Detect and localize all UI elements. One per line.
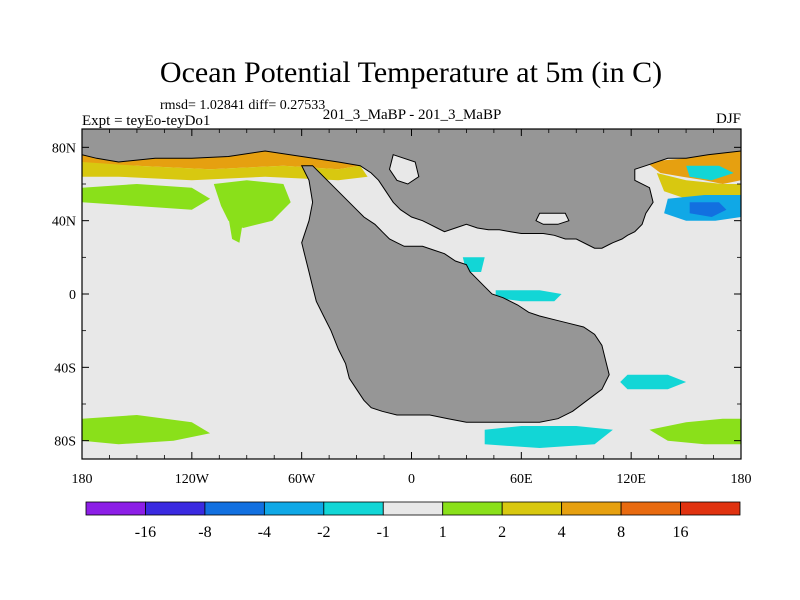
colorbar-label: -8 [198, 524, 211, 541]
y-tick-label: 80S [54, 435, 76, 450]
colorbar-swatch [382, 501, 444, 516]
x-tick-label: 60W [288, 472, 316, 487]
colorbar-swatch [620, 501, 681, 516]
colorbar-label: -4 [258, 524, 271, 541]
southern-continent [300, 165, 610, 423]
colorbar-swatch [204, 501, 265, 516]
southern-green-west [82, 415, 211, 445]
northern-inlet [388, 154, 420, 185]
map-panel: 180 120W 60W 0 60E 120E 180 80N 40N 0 40S 80S [52, 128, 752, 487]
colorbar: -16 -8 -4 -2 -1 1 2 4 8 16 [85, 501, 741, 541]
colorbar-swatch [323, 501, 384, 516]
anomaly-layer [82, 151, 741, 448]
coastal-green-strip [224, 191, 244, 243]
colorbar-label: 8 [617, 524, 625, 541]
y-tick-label: 0 [69, 288, 76, 303]
y-tick-label: 80N [52, 141, 76, 156]
southern-cold-patch [620, 374, 687, 390]
stats-line: rmsd= 1.02841 diff= 0.27533 [160, 98, 325, 113]
colorbar-label: -2 [317, 524, 330, 541]
colorbar-label: -1 [377, 524, 390, 541]
x-tick-label: 60E [510, 472, 533, 487]
x-tick-label: 180 [72, 472, 93, 487]
y-tick-label: 40N [52, 215, 76, 230]
colorbar-swatch [501, 501, 563, 516]
far-south-cold-band [484, 426, 613, 448]
northern-continent [82, 129, 741, 249]
experiment-label: Expt = teyEo-teyDo1 [82, 113, 210, 129]
north-atlantic-green-west [82, 184, 211, 210]
x-tick-label: 120W [175, 472, 210, 487]
y-tick-label: 40S [54, 361, 76, 376]
x-tick-label: 0 [408, 472, 415, 487]
season-label: DJF [716, 111, 741, 127]
colorbar-swatch [680, 501, 741, 516]
colorbar-swatch [145, 501, 206, 516]
y-axis: 80N 40N 0 40S 80S [52, 141, 741, 450]
arctic-yellow-band-west [82, 162, 368, 181]
x-tick-label: 120E [616, 472, 646, 487]
colorbar-label: 1 [439, 524, 447, 541]
east-arctic-cold-spot [686, 165, 734, 181]
colorbar-label: 4 [558, 524, 566, 541]
colorbar-swatch [561, 501, 622, 516]
chart-title: Ocean Potential Temperature at 5m (in C) [160, 56, 662, 89]
comparison-label: 201_3_MaBP - 201_3_MaBP [323, 107, 502, 123]
eastern-gulf [535, 212, 570, 225]
colorbar-label: 16 [673, 524, 689, 541]
equatorial-cold-patch [495, 290, 562, 302]
arctic-warm-band-west [82, 151, 361, 170]
colorbar-swatch [442, 501, 503, 516]
colorbar-label: 2 [498, 524, 506, 541]
colorbar-swatch [85, 501, 146, 516]
southern-green-east [649, 418, 741, 445]
x-axis: 180 120W 60W 0 60E 120E 180 [72, 129, 752, 487]
land-layer [82, 129, 741, 423]
colorbar-swatch [263, 501, 325, 516]
east-cold-core [689, 202, 727, 217]
x-tick-label: 180 [731, 472, 752, 487]
colorbar-label: -16 [135, 524, 156, 541]
